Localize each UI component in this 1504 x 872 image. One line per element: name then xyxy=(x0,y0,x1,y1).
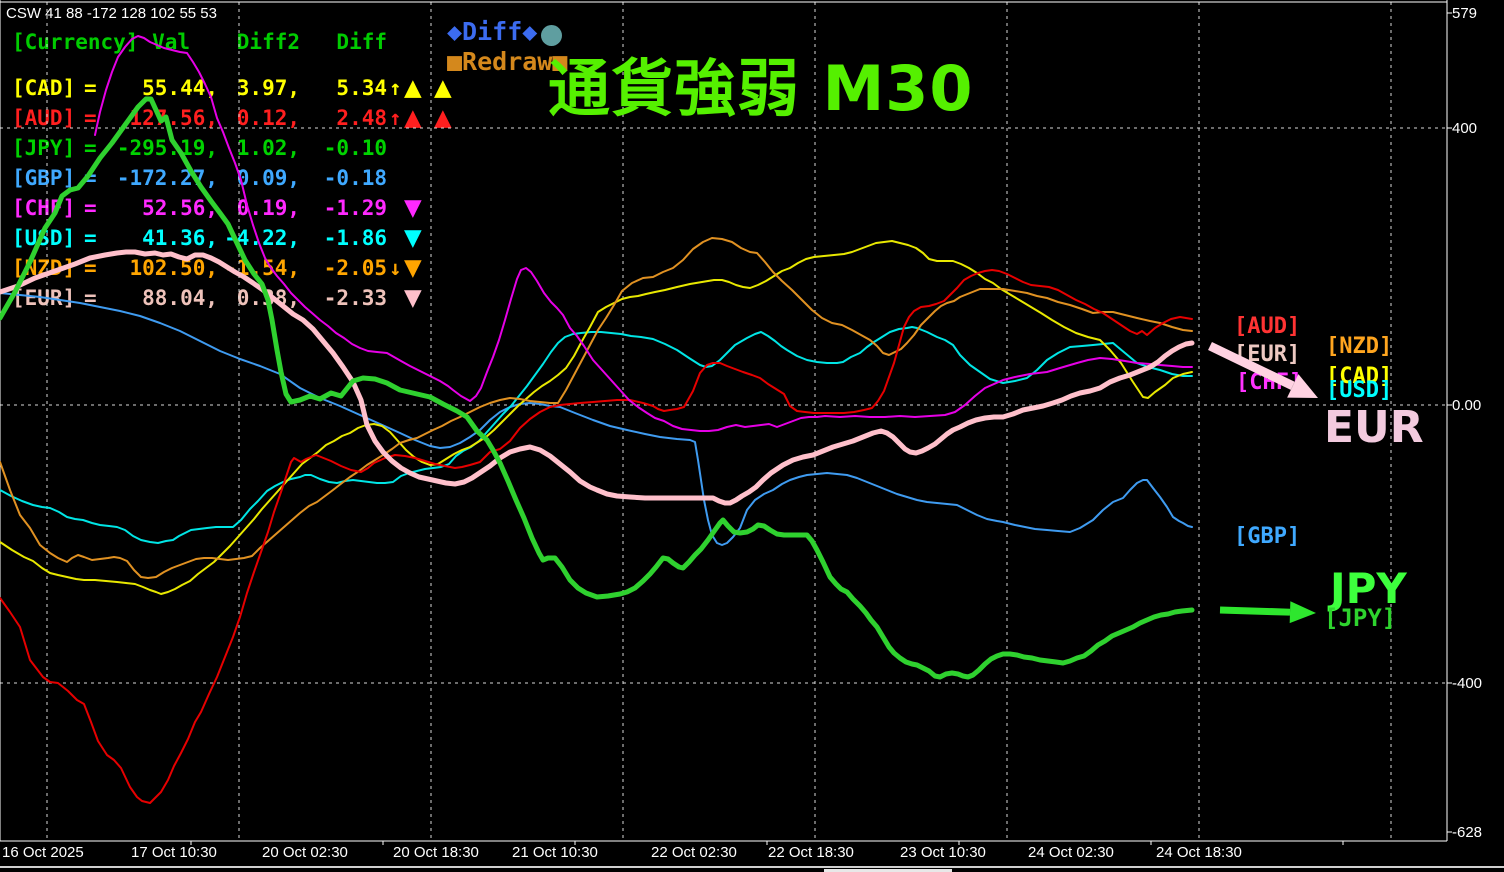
legend-row-diff2: 0.09, xyxy=(236,166,300,190)
legend-header-diff: Diff xyxy=(336,30,387,54)
label-nzd: [NZD] xyxy=(1326,334,1393,359)
legend-row-eq: = xyxy=(84,76,97,100)
chart-title: 通貨強弱 M30 xyxy=(548,52,974,125)
legend-row-eq: = xyxy=(84,136,97,160)
legend-row-diff: -0.10 xyxy=(323,136,387,160)
x-axis-date-label: 16 Oct 2025 xyxy=(2,844,84,861)
series-line-aud xyxy=(0,269,1193,804)
y-axis-label: -628 xyxy=(1452,824,1483,841)
legend-header-currency: [Currency] xyxy=(12,30,139,54)
x-axis-date-label: 23 Oct 10:30 xyxy=(900,844,986,861)
legend-row-diff: 2.48 xyxy=(336,106,387,130)
legend-header-diff2: Diff2 xyxy=(236,30,300,54)
legend-row-diff2: 0.12, xyxy=(236,106,300,130)
legend-row-val: -172.27, xyxy=(116,166,218,190)
legend-triangle-icon: ▼ xyxy=(404,285,422,311)
label-jpy-big: JPY xyxy=(1330,564,1407,613)
legend-row-diff2: 1.02, xyxy=(236,136,300,160)
legend-row-trend-arrow: ↑ xyxy=(389,106,402,130)
x-axis-date-label: 22 Oct 02:30 xyxy=(651,844,737,861)
legend-row-diff: -2.33 xyxy=(323,286,387,310)
legend-row-val: 41.36, xyxy=(142,226,218,250)
legend-triangle-icon: ▲ xyxy=(404,105,422,131)
legend-row-label: [GBP] xyxy=(12,166,76,190)
label-aud: [AUD] xyxy=(1234,314,1301,339)
legend-row-diff2: -4.22, xyxy=(224,226,300,250)
legend-row-trend-arrow: ↑ xyxy=(389,76,402,100)
x-axis-date-label: 24 Oct 02:30 xyxy=(1028,844,1114,861)
legend-header-val: Val xyxy=(152,30,190,54)
x-axis-date-label: 17 Oct 10:30 xyxy=(131,844,217,861)
legend-row-diff: -1.29 xyxy=(323,196,387,220)
y-axis-label: 400 xyxy=(1452,120,1478,137)
legend-row-diff2: 0.19, xyxy=(236,196,300,220)
legend-row-label: [USD] xyxy=(12,226,76,250)
legend-row-diff: 5.34 xyxy=(336,76,387,100)
legend-triangle-icon: ▼ xyxy=(404,255,422,281)
legend-row-label: [EUR] xyxy=(12,286,76,310)
legend-row-diff2: 0.38, xyxy=(236,286,300,310)
legend-row-val: 102.50, xyxy=(129,256,218,280)
legend-row-label: [CHF] xyxy=(12,196,76,220)
label-gbp: [GBP] xyxy=(1234,524,1301,549)
legend-row-diff2: -1.54, xyxy=(224,256,300,280)
x-axis-date-label: 22 Oct 18:30 xyxy=(768,844,854,861)
legend-triangle-icon: ▲ xyxy=(434,75,452,101)
label-eur: [EUR] xyxy=(1234,342,1301,367)
legend-row-diff: -0.18 xyxy=(323,166,387,190)
legend-row-eq: = xyxy=(84,256,97,280)
legend-row-label: [JPY] xyxy=(12,136,76,160)
jpy-arrow-head xyxy=(1289,601,1316,624)
legend-row-label: [AUD] xyxy=(12,106,76,130)
legend-triangle-icon: ▼ xyxy=(404,225,422,251)
legend-row-eq: = xyxy=(84,196,97,220)
legend-row-val: 88.04, xyxy=(142,286,218,310)
legend-triangle-icon: ▲ xyxy=(434,105,452,131)
label-cad: [CAD] xyxy=(1326,364,1393,389)
legend-row-eq: = xyxy=(84,226,97,250)
label-jpy: [JPY] xyxy=(1324,604,1397,632)
label-eur-big: EUR xyxy=(1324,402,1424,453)
legend-row-diff2: 3.97, xyxy=(236,76,300,100)
legend-row-val: 127.56, xyxy=(129,106,218,130)
legend-row-label: [CAD] xyxy=(12,76,76,100)
legend-row-eq: = xyxy=(84,106,97,130)
legend-triangle-icon: ▼ xyxy=(404,195,422,221)
legend-row-val: 52.56, xyxy=(142,196,218,220)
legend-row-val: 55.44, xyxy=(142,76,218,100)
legend-row-eq: = xyxy=(84,166,97,190)
bottom-window-strip xyxy=(0,866,1504,872)
y-axis-label: 579 xyxy=(1452,5,1478,22)
y-axis-label: 0.00 xyxy=(1452,397,1482,414)
label-usd: [USD] xyxy=(1326,378,1393,403)
label-chf: [CHF] xyxy=(1236,370,1303,395)
legend-row-diff: -2.05 xyxy=(323,256,387,280)
csw-status-line: CSW 41 88 -172 128 102 55 53 xyxy=(6,5,217,22)
x-axis-date-label: 20 Oct 18:30 xyxy=(393,844,479,861)
x-axis-date-label: 20 Oct 02:30 xyxy=(262,844,348,861)
jpy-arrow-shaft xyxy=(1219,606,1291,616)
x-axis-date-label: 24 Oct 18:30 xyxy=(1156,844,1242,861)
series-line-usd xyxy=(0,326,1193,544)
bottom-tab[interactable] xyxy=(822,869,954,872)
series-line-gbp xyxy=(0,292,1193,546)
diff-toggle-button[interactable]: ◆Diff◆ xyxy=(447,17,538,46)
legend-triangle-icon: ▲ xyxy=(404,75,422,101)
legend-row-val: -295.19, xyxy=(116,136,218,160)
x-axis-date-label: 21 Oct 10:30 xyxy=(512,844,598,861)
y-axis-label: -400 xyxy=(1452,675,1483,692)
legend-row-diff: -1.86 xyxy=(323,226,387,250)
legend-row-label: [NZD] xyxy=(12,256,76,280)
legend-row-trend-arrow: ↓ xyxy=(389,256,402,280)
legend-row-eq: = xyxy=(84,286,97,310)
